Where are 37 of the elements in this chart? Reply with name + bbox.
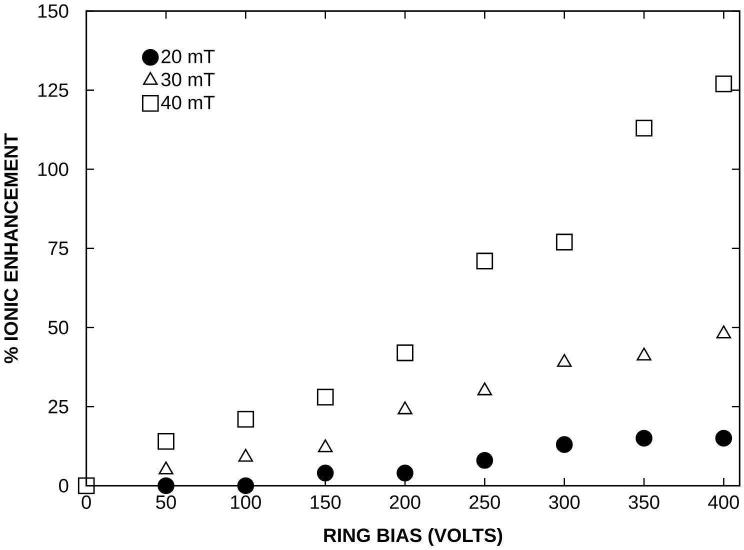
y-axis-title: % IONIC ENHANCEMENT (4, 133, 18, 364)
x-tick-label: 350 (628, 495, 660, 509)
x-axis-title: RING BIAS (VOLTS) (324, 528, 502, 546)
point (556, 436, 573, 453)
point (556, 234, 573, 250)
legend-label: 40 mT (161, 96, 215, 110)
point (396, 344, 414, 362)
point (237, 477, 254, 494)
y-tick-label: 75 (48, 242, 68, 255)
y-tick-label: 25 (48, 400, 68, 414)
x-tick-label: 250 (470, 495, 500, 509)
point (396, 464, 414, 482)
x-tick-label: 200 (390, 495, 420, 509)
point (476, 252, 494, 270)
legend-label: 20 mT (162, 50, 215, 64)
point (715, 75, 732, 92)
x-tick-label: 50 (156, 495, 176, 509)
y-tick-label: 50 (48, 320, 68, 334)
point (636, 120, 652, 136)
point (476, 452, 494, 469)
x-tick-label: 150 (310, 495, 341, 509)
point (316, 464, 334, 482)
legend-label: 30 mT (161, 72, 215, 86)
point (158, 477, 174, 494)
x-tick-label: 400 (708, 495, 739, 509)
y-tick-label: 150 (38, 4, 68, 18)
x-tick-label: 300 (549, 495, 580, 509)
point (78, 477, 95, 494)
y-tick-label: 100 (38, 162, 68, 176)
point (316, 388, 334, 406)
y-tick-label: 0 (59, 478, 68, 492)
x-tick-label: 0 (82, 495, 91, 509)
y-tick-label: 125 (38, 83, 68, 97)
x-tick-label: 100 (231, 495, 261, 509)
point (237, 410, 254, 428)
point (158, 432, 174, 450)
point (636, 430, 652, 447)
